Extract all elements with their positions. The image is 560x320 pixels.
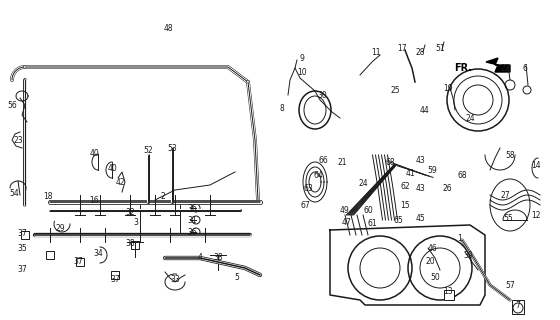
Text: 32: 32 (125, 207, 135, 217)
Text: 43: 43 (415, 183, 425, 193)
Text: 1: 1 (458, 234, 463, 243)
Text: 36: 36 (187, 228, 197, 236)
Text: 9: 9 (300, 53, 305, 62)
Text: 11: 11 (371, 47, 381, 57)
Text: 39: 39 (463, 251, 473, 260)
Text: 16: 16 (89, 196, 99, 204)
Text: 66: 66 (318, 156, 328, 164)
Text: 40: 40 (90, 148, 100, 157)
Text: 14: 14 (531, 161, 541, 170)
Text: 37: 37 (17, 228, 27, 237)
Text: 25: 25 (390, 85, 400, 94)
Bar (140, 200, 180, 235)
Text: 44: 44 (419, 106, 429, 115)
Text: 5: 5 (235, 274, 240, 283)
Text: 30: 30 (317, 91, 327, 100)
Text: 60: 60 (363, 205, 373, 214)
Text: 49: 49 (340, 205, 350, 214)
Text: 23: 23 (13, 135, 23, 145)
Text: 2: 2 (161, 191, 165, 201)
Text: 68: 68 (385, 157, 395, 166)
Text: 22: 22 (500, 63, 510, 73)
Text: 21: 21 (337, 157, 347, 166)
Text: 36: 36 (187, 204, 197, 212)
Text: 65: 65 (393, 215, 403, 225)
Text: 10: 10 (297, 68, 307, 76)
Bar (76, 258, 84, 266)
Text: 26: 26 (442, 183, 452, 193)
Text: 4: 4 (198, 253, 202, 262)
Polygon shape (486, 58, 510, 72)
Text: 33: 33 (170, 276, 180, 284)
Text: 28: 28 (416, 47, 424, 57)
Text: 3: 3 (134, 218, 138, 227)
Text: 37: 37 (110, 276, 120, 284)
Text: 68: 68 (457, 171, 467, 180)
Text: 63: 63 (303, 183, 313, 193)
Text: 13: 13 (443, 287, 453, 297)
Text: 19: 19 (443, 84, 453, 92)
Text: 50: 50 (430, 274, 440, 283)
Text: 38: 38 (125, 238, 135, 247)
Text: 12: 12 (531, 211, 541, 220)
Text: 52: 52 (143, 146, 153, 155)
Text: 37: 37 (17, 266, 27, 275)
Bar (512, 300, 524, 314)
Text: 24: 24 (465, 114, 475, 123)
Text: 45: 45 (415, 213, 425, 222)
Text: 29: 29 (55, 223, 65, 233)
Text: 31: 31 (187, 215, 197, 225)
Text: 40: 40 (108, 164, 118, 172)
Text: FR.: FR. (454, 63, 472, 73)
Text: 6: 6 (522, 63, 528, 73)
Bar (444, 290, 454, 300)
Text: 7: 7 (516, 300, 520, 309)
Text: 56: 56 (7, 100, 17, 109)
Text: 37: 37 (73, 258, 83, 267)
Text: 54: 54 (9, 188, 19, 197)
Text: 46: 46 (427, 244, 437, 252)
Text: 67: 67 (300, 201, 310, 210)
Text: 58: 58 (505, 150, 515, 159)
Text: 41: 41 (405, 169, 415, 178)
Text: 55: 55 (503, 213, 513, 222)
Text: 17: 17 (397, 44, 407, 52)
Text: 35: 35 (17, 244, 27, 252)
Bar (111, 271, 119, 279)
Text: 43: 43 (415, 156, 425, 164)
Text: 51: 51 (435, 44, 445, 52)
Text: 64: 64 (313, 171, 323, 180)
Text: 8: 8 (279, 103, 284, 113)
Text: 62: 62 (400, 181, 410, 190)
Text: 42: 42 (115, 178, 125, 187)
Text: 48: 48 (163, 23, 173, 33)
Text: 18: 18 (43, 191, 53, 201)
Text: 20: 20 (425, 258, 435, 267)
Text: 27: 27 (500, 190, 510, 199)
Bar (46, 251, 54, 259)
Text: 59: 59 (427, 165, 437, 174)
Text: 15: 15 (400, 201, 410, 210)
Bar (21, 231, 29, 239)
Text: 38: 38 (213, 253, 223, 262)
Text: 61: 61 (367, 219, 377, 228)
Text: 47: 47 (342, 218, 352, 227)
Text: 34: 34 (93, 249, 103, 258)
Bar (131, 241, 139, 249)
Text: 53: 53 (167, 143, 177, 153)
Text: 57: 57 (505, 281, 515, 290)
Text: 24: 24 (358, 179, 368, 188)
